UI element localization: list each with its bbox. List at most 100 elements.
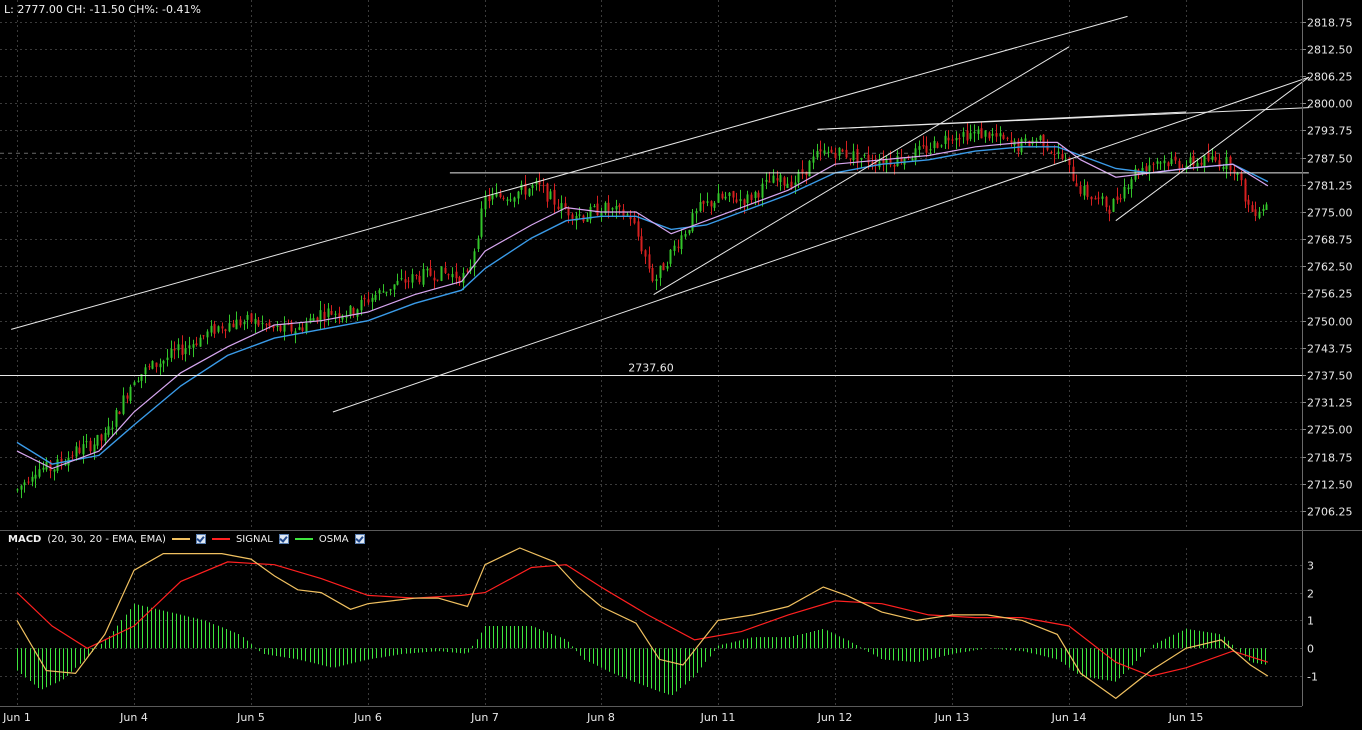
candle-body <box>78 447 81 454</box>
candle-body <box>991 133 994 136</box>
candle-body <box>1141 167 1144 174</box>
candle-body <box>491 194 494 200</box>
candle-body <box>294 331 297 334</box>
candle-body <box>699 202 702 212</box>
candle-body <box>206 331 209 338</box>
candle-body <box>100 434 103 441</box>
candle-body <box>188 345 191 349</box>
candle-body <box>644 250 647 257</box>
candle-body <box>1068 157 1071 166</box>
candle-body <box>312 318 315 322</box>
macd-toggle-checkbox[interactable] <box>195 534 206 544</box>
candle-body <box>838 147 841 156</box>
osma-toggle-checkbox[interactable] <box>354 534 365 544</box>
candle-body <box>360 299 363 311</box>
candle-body <box>1214 156 1217 161</box>
signal-toggle-checkbox[interactable] <box>278 534 289 544</box>
grid <box>0 0 1302 706</box>
candle-body <box>513 197 516 202</box>
candle-body <box>677 246 680 248</box>
candle-body <box>305 323 308 333</box>
candle-body <box>327 308 330 318</box>
candle-body <box>666 266 669 269</box>
candle-body <box>776 178 779 181</box>
y-tick-label: 2743.75 <box>1307 343 1353 356</box>
candle-body <box>779 175 782 183</box>
candle-body <box>1258 211 1261 218</box>
candle-body <box>323 311 326 319</box>
candle-body <box>378 290 381 294</box>
candle-body <box>239 319 242 326</box>
candle-body <box>148 366 151 368</box>
y-tick-label: 2762.50 <box>1307 261 1353 274</box>
candle-body <box>772 175 775 183</box>
candle-body <box>1119 197 1122 200</box>
candle-body <box>925 145 928 153</box>
candle-body <box>1101 196 1104 199</box>
candle-body <box>1105 196 1108 208</box>
candle-body <box>170 348 173 358</box>
candle-body <box>611 208 614 210</box>
candle-body <box>159 363 162 368</box>
candle-body <box>538 180 541 185</box>
candle-body <box>334 313 337 315</box>
candle-body <box>199 337 202 347</box>
candle-body <box>765 179 768 182</box>
candle-body <box>966 130 969 141</box>
candle-body <box>984 130 987 137</box>
candle-body <box>622 209 625 217</box>
x-tick-label: Jun 6 <box>353 711 382 724</box>
candle-body <box>918 146 921 150</box>
candle-body <box>786 183 789 188</box>
candle-body <box>871 161 874 164</box>
candle-body <box>940 145 943 147</box>
candle-body <box>1057 151 1060 153</box>
candle-body <box>246 314 249 320</box>
candle-body <box>651 267 654 281</box>
candle-body <box>407 280 410 282</box>
candle-body <box>137 380 140 382</box>
candle-body <box>192 344 195 348</box>
candle-body <box>319 310 322 322</box>
candle-body <box>1017 140 1020 152</box>
candle-body <box>27 481 30 483</box>
candle-body <box>352 307 355 315</box>
candle-body <box>860 157 863 160</box>
x-tick-label: Jun 11 <box>700 711 736 724</box>
candle-body <box>1244 179 1247 202</box>
candle-body <box>1218 160 1221 168</box>
candle-body <box>549 191 552 200</box>
candle-body <box>607 202 610 212</box>
x-tick-label: Jun 5 <box>236 711 265 724</box>
candle-body <box>440 266 443 281</box>
candle-body <box>553 189 556 205</box>
candle-body <box>506 199 509 201</box>
candle-body <box>367 299 370 303</box>
candle-body <box>426 268 429 271</box>
candle-body <box>455 271 458 279</box>
candle-body <box>955 138 958 141</box>
candle-body <box>374 294 377 300</box>
candle-body <box>1152 163 1155 165</box>
candle-body <box>988 132 991 139</box>
candle-body <box>38 469 41 477</box>
candle-body <box>578 214 581 216</box>
candle-body <box>710 201 713 207</box>
candle-body <box>845 149 848 158</box>
candle-body <box>684 233 687 237</box>
candle-body <box>517 191 520 199</box>
candle-body <box>637 221 640 237</box>
candle-body <box>298 327 301 330</box>
candle-body <box>162 360 165 364</box>
candle-body <box>841 149 844 152</box>
candle-body <box>662 263 665 271</box>
y-tick-label: 2737.50 <box>1307 370 1353 383</box>
candle-body <box>1086 184 1089 197</box>
candle-body <box>53 469 56 472</box>
osma-label: OSMA <box>318 533 349 545</box>
candle-body <box>396 280 399 285</box>
candle-body <box>202 335 205 337</box>
candle-body <box>819 149 822 152</box>
candle-body <box>195 343 198 346</box>
candle-body <box>1236 173 1239 175</box>
